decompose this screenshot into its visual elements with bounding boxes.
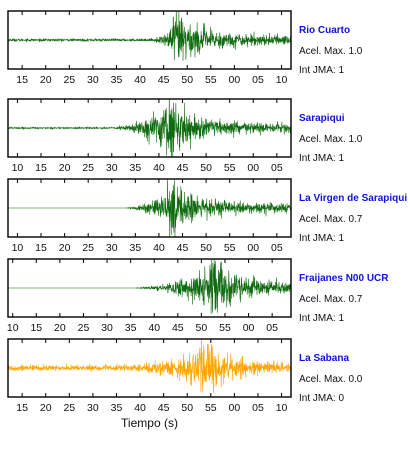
station-name: Sarapiqui <box>299 113 345 124</box>
station-name: Fraijanes N00 UCR <box>299 273 389 284</box>
x-tick-label: 45 <box>172 322 184 334</box>
x-tick-label: 55 <box>219 322 231 334</box>
x-tick-label: 20 <box>54 322 66 334</box>
x-tick-label: 50 <box>200 162 212 174</box>
x-tick-label: 45 <box>177 162 189 174</box>
panel-4: 10 15 20 25 30 35 40 45 50 55 00 05 Fraijanes N00 UC… <box>7 258 389 334</box>
panel-5: 15 20 25 30 35 40 45 50 55 00 05 10 La Sabana Acel. M… <box>7 338 363 430</box>
x-tick-label: 55 <box>224 162 236 174</box>
panel-frame <box>7 10 292 70</box>
x-tick-label: 00 <box>247 242 259 254</box>
x-tick-label: 10 <box>276 74 288 86</box>
x-tick-label: 15 <box>35 242 47 254</box>
x-tick-label: 25 <box>78 322 90 334</box>
x-tick-label: 00 <box>243 322 255 334</box>
x-tick-label: 20 <box>40 402 52 414</box>
x-tick-label: 55 <box>224 242 236 254</box>
x-tick-label: 50 <box>196 322 208 334</box>
x-tick-label: 20 <box>40 74 52 86</box>
x-tick-label: 00 <box>229 402 241 414</box>
waveform-trace-2 <box>8 99 291 157</box>
x-tick-label: 05 <box>266 322 278 334</box>
x-tick-label: 35 <box>125 322 137 334</box>
x-tick-label: 50 <box>181 74 193 86</box>
jma-intensity-label: Int JMA: 1 <box>299 313 344 324</box>
x-tick-label: 40 <box>153 162 165 174</box>
x-tick-label: 25 <box>82 162 94 174</box>
peak-acceleration-label: Acel. Max. 1.0 <box>299 134 363 145</box>
x-tick-label: 35 <box>130 242 142 254</box>
x-tick-label: 50 <box>200 242 212 254</box>
x-tick-label: 30 <box>87 402 99 414</box>
x-tick-label: 10 <box>12 242 24 254</box>
panel-2: 10 15 20 25 30 35 40 45 50 55 00 05 Sarapiqui Acel. M… <box>7 98 363 174</box>
x-tick-label: 35 <box>111 74 123 86</box>
jma-intensity-label: Int JMA: 1 <box>299 153 344 164</box>
waveform-trace-4 <box>8 259 291 315</box>
x-tick-label: 15 <box>35 162 47 174</box>
waveform-trace-5 <box>8 339 291 394</box>
station-name: La Sabana <box>299 353 349 364</box>
x-tick-label: 40 <box>153 242 165 254</box>
x-tick-label: 25 <box>63 74 75 86</box>
peak-acceleration-label: Acel. Max. 1.0 <box>299 46 363 57</box>
jma-intensity-label: Int JMA: 0 <box>299 393 344 404</box>
station-name: Rio Cuarto <box>299 25 350 36</box>
x-tick-label: 10 <box>7 322 19 334</box>
panel-3: 10 15 20 25 30 35 40 45 50 55 00 05 La Virgen de Sar… <box>7 178 407 254</box>
jma-intensity-label: Int JMA: 1 <box>299 233 344 244</box>
peak-acceleration-label: Acel. Max. 0.7 <box>299 294 363 305</box>
x-tick-label: 45 <box>177 242 189 254</box>
waveform-trace-1 <box>8 11 291 61</box>
x-tick-label: 30 <box>101 322 113 334</box>
x-tick-label: 00 <box>247 162 259 174</box>
x-tick-label: 50 <box>181 402 193 414</box>
x-axis-label: Tiempo (s) <box>121 416 178 430</box>
panel-frame <box>7 338 292 398</box>
x-tick-label: 30 <box>106 162 118 174</box>
station-name: La Virgen de Sarapiqui <box>299 193 407 204</box>
x-tick-label: 00 <box>229 74 241 86</box>
peak-acceleration-label: Acel. Max. 0.7 <box>299 214 363 225</box>
x-tick-label: 35 <box>111 402 123 414</box>
x-tick-label: 15 <box>16 74 28 86</box>
panel-frame <box>7 258 292 318</box>
x-tick-label: 05 <box>252 402 264 414</box>
x-tick-label: 15 <box>16 402 28 414</box>
x-tick-label: 40 <box>134 74 146 86</box>
x-tick-label: 55 <box>205 402 217 414</box>
x-tick-label: 40 <box>134 402 146 414</box>
x-tick-label: 35 <box>130 162 142 174</box>
x-tick-label: 20 <box>59 162 71 174</box>
panel-1: 15 20 25 30 35 40 45 50 55 00 05 10 Rio Cuarto Acel. … <box>7 10 363 86</box>
panel-frame <box>7 178 292 238</box>
x-tick-label: 05 <box>271 242 283 254</box>
waveform-trace-3 <box>8 179 291 237</box>
x-tick-label: 30 <box>87 74 99 86</box>
panel-frame <box>7 98 292 158</box>
x-tick-label: 10 <box>12 162 24 174</box>
x-tick-label: 15 <box>30 322 42 334</box>
jma-intensity-label: Int JMA: 1 <box>299 65 344 76</box>
x-tick-label: 55 <box>205 74 217 86</box>
x-tick-label: 05 <box>271 162 283 174</box>
x-tick-label: 20 <box>59 242 71 254</box>
x-tick-label: 25 <box>82 242 94 254</box>
x-tick-label: 05 <box>252 74 264 86</box>
x-tick-label: 10 <box>276 402 288 414</box>
peak-acceleration-label: Acel. Max. 0.0 <box>299 374 363 385</box>
x-tick-label: 25 <box>63 402 75 414</box>
x-tick-label: 40 <box>148 322 160 334</box>
x-tick-label: 45 <box>158 74 170 86</box>
x-tick-label: 30 <box>106 242 118 254</box>
x-tick-label: 45 <box>158 402 170 414</box>
